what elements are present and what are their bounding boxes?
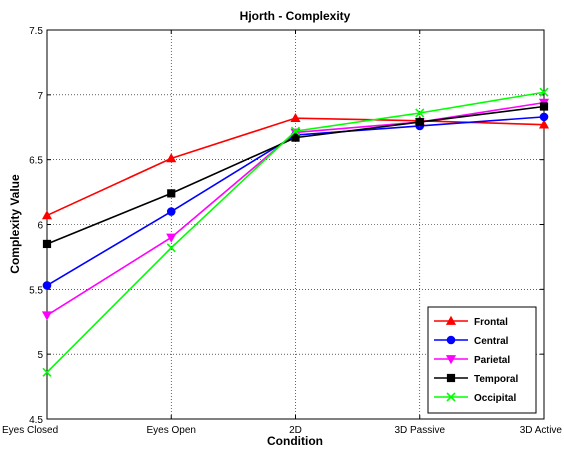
data-point-temporal [415,117,424,127]
y-tick-label: 5.5 [29,285,43,296]
y-tick-label: 4.5 [29,415,43,426]
data-point-occipital [42,367,52,377]
legend-marker-parietal [445,355,457,365]
chart-title: Hjorth - Complexity [240,9,351,23]
legend-marker-occipital [446,392,456,402]
x-tick-label: Eyes Open [147,425,196,436]
data-point-parietal [166,233,177,243]
x-tick-label: 3D Passive [394,425,445,436]
series-group [41,87,550,377]
data-point-frontal [166,153,177,163]
data-point-central [42,281,52,290]
legend-marker-frontal [445,315,457,325]
x-axis-label: Condition [267,434,323,448]
data-point-occipital [290,126,301,136]
y-axis-label: Complexity Value [8,174,22,274]
legend-label-occipital: Occipital [474,393,516,404]
data-point-central [539,112,549,122]
x-tick-label: 2D [289,425,302,436]
data-point-frontal [290,112,301,123]
data-point-parietal [41,311,53,321]
x-tick-label: 3D Active [520,425,563,436]
x-axis: Eyes Closed Eyes Open 2D 3D Passive 3D Activ… [2,30,562,436]
legend-box [427,306,537,414]
series-parietal [41,98,550,321]
legend-label-parietal: Parietal [474,355,510,366]
y-tick-label: 5 [37,350,43,361]
series-temporal [42,102,549,249]
data-point-temporal [167,189,176,198]
legend-marker-temporal [446,373,456,383]
data-point-frontal [538,119,550,129]
data-point-central [166,207,176,216]
legend-label-frontal: Frontal [474,317,508,328]
legend-label-temporal: Temporal [474,374,518,385]
data-point-occipital [166,243,176,253]
data-point-occipital [415,108,425,118]
legend: Frontal Central Parietal Temporal Occipital [427,306,537,414]
data-point-temporal [539,102,549,111]
y-axis: 4.5 5 5.5 6 6.5 7 7.5 [29,26,544,426]
x-tick-label: Eyes Closed [2,425,58,436]
data-point-temporal [291,133,300,142]
data-point-occipital [539,87,549,97]
y-tick-label: 7 [37,91,43,102]
y-tick-label: 6 [37,221,43,232]
data-point-frontal [41,210,53,220]
legend-marker-central [446,335,456,345]
y-tick-label: 7.5 [29,26,43,37]
series-line-temporal [46,105,545,245]
series-occipital [42,87,549,377]
y-tick-label: 6.5 [29,156,43,167]
data-point-temporal [42,239,52,249]
legend-label-central: Central [474,336,509,347]
